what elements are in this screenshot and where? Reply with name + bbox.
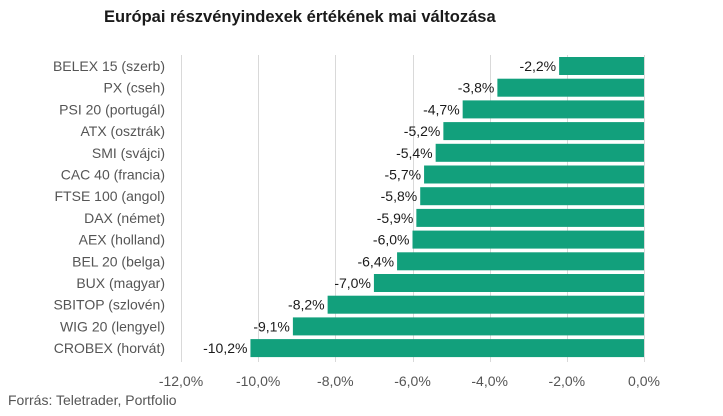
source-note: Forrás: Teletrader, Portfolio bbox=[8, 392, 177, 408]
bars bbox=[250, 57, 644, 358]
bar bbox=[292, 317, 644, 336]
x-tick-label: -12,0% bbox=[159, 373, 203, 389]
data-label: -4,7% bbox=[423, 101, 460, 117]
category-label: ATX (osztrák) bbox=[80, 123, 165, 139]
bar bbox=[559, 57, 644, 75]
bar bbox=[435, 143, 644, 162]
x-tick-label: -6,0% bbox=[394, 373, 431, 389]
data-label: -9,1% bbox=[253, 318, 290, 334]
data-label: -2,2% bbox=[520, 58, 557, 74]
bar bbox=[416, 208, 644, 227]
x-tick-label: -2,0% bbox=[549, 373, 586, 389]
bar bbox=[443, 122, 644, 141]
data-label: -6,4% bbox=[357, 253, 394, 269]
chart-title: Európai részvényindexek értékének mai vá… bbox=[104, 8, 496, 26]
data-label: -7,0% bbox=[334, 275, 371, 291]
data-label: -5,7% bbox=[384, 167, 421, 183]
category-label: BELEX 15 (szerb) bbox=[53, 58, 165, 74]
bar bbox=[327, 295, 644, 314]
data-label: -6,0% bbox=[373, 232, 410, 248]
labels: -12,0% -10,0% -8,0% -6,0% -4,0% -2,0% 0,0% BELE… bbox=[53, 58, 660, 389]
data-label: -10,2% bbox=[203, 340, 247, 356]
data-label: -8,2% bbox=[288, 297, 325, 313]
category-label: WIG 20 (lengyel) bbox=[60, 318, 165, 334]
category-label: DAX (német) bbox=[84, 210, 165, 226]
data-label: -5,9% bbox=[377, 210, 414, 226]
category-label: BEL 20 (belga) bbox=[72, 253, 165, 269]
bar bbox=[250, 339, 644, 358]
category-label: SMI (svájci) bbox=[92, 145, 165, 161]
bar bbox=[420, 187, 644, 206]
bar bbox=[397, 252, 644, 271]
category-label: BUX (magyar) bbox=[76, 275, 165, 291]
data-label: -5,4% bbox=[396, 145, 433, 161]
bar bbox=[373, 274, 644, 292]
x-tick-label: -10,0% bbox=[236, 373, 280, 389]
category-label: PSI 20 (portugál) bbox=[59, 101, 165, 117]
category-label: AEX (holland) bbox=[79, 232, 165, 248]
data-label: -5,8% bbox=[381, 188, 418, 204]
x-tick-label: -8,0% bbox=[317, 373, 354, 389]
data-label: -3,8% bbox=[458, 80, 495, 96]
category-label: CROBEX (horvát) bbox=[54, 340, 165, 356]
bar bbox=[497, 78, 644, 97]
bar bbox=[412, 230, 644, 249]
x-tick-label: 0,0% bbox=[628, 373, 660, 389]
bar bbox=[462, 100, 644, 119]
data-label: -5,2% bbox=[404, 123, 441, 139]
x-tick-label: -4,0% bbox=[471, 373, 508, 389]
category-label: SBITOP (szlovén) bbox=[53, 297, 165, 313]
category-label: PX (cseh) bbox=[104, 80, 165, 96]
bar bbox=[424, 165, 644, 184]
category-label: CAC 40 (francia) bbox=[61, 167, 165, 183]
category-label: FTSE 100 (angol) bbox=[55, 188, 166, 204]
